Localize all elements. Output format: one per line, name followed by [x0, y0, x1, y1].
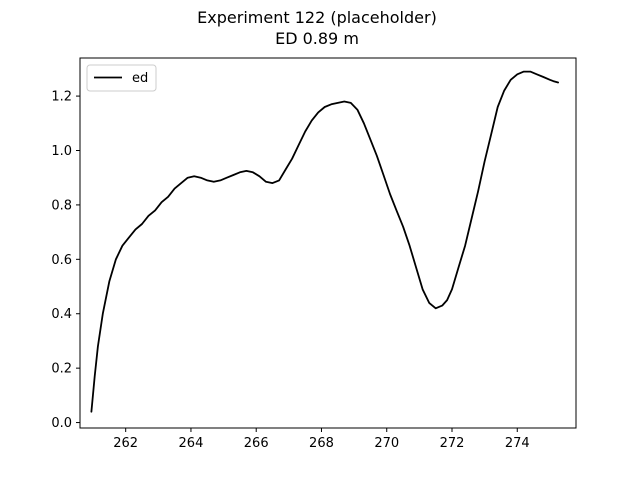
y-tick-label: 0.0 [51, 416, 72, 431]
chart-title: Experiment 122 (placeholder) [197, 8, 437, 27]
x-tick-label: 274 [505, 436, 530, 451]
x-tick-label: 272 [440, 436, 465, 451]
y-tick-label: 0.8 [51, 198, 72, 213]
y-tick-label: 0.2 [51, 362, 72, 377]
plot-area [80, 58, 576, 428]
x-tick-label: 268 [309, 436, 334, 451]
x-tick-label: 266 [244, 436, 269, 451]
x-tick-label: 262 [113, 436, 138, 451]
y-tick-label: 1.2 [51, 90, 72, 105]
series-line-ed [90, 70, 559, 413]
axis-ticks: 262 264 266 268 270 272 274 0.0 0.2 0.4 0.6 0.8 1.0 1… [51, 90, 529, 451]
legend-label: ed [132, 71, 148, 86]
y-tick-label: 1.0 [51, 144, 72, 159]
legend: ed [86, 64, 157, 92]
chart-subtitle: ED 0.89 m [275, 29, 359, 48]
x-tick-label: 264 [179, 436, 204, 451]
series-group [90, 70, 559, 413]
y-tick-label: 0.6 [51, 253, 72, 268]
x-tick-label: 270 [374, 436, 399, 451]
y-tick-label: 0.4 [51, 307, 72, 322]
plot-frame [79, 57, 577, 429]
